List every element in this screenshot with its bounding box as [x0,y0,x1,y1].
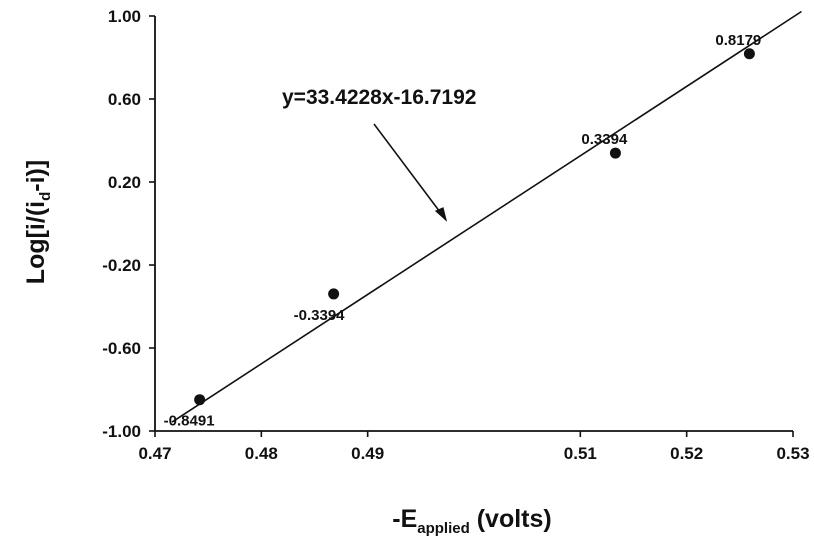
x-axis: 0.47 0.48 0.49 0.51 0.52 0.53 [138,430,810,463]
y-axis-title-end: -i)] [22,160,50,192]
x-tick-label: 0.51 [564,444,597,463]
data-point-label: 0.8179 [715,32,761,49]
y-axis-title-subscript: d [37,192,54,201]
data-point-label: -0.8491 [164,413,215,430]
y-axis-title-main: Log[i/(i [22,201,50,284]
y-tick-label: 0.20 [108,173,141,192]
data-point-label: 0.3394 [581,131,628,148]
x-axis-title: -Eapplied (volts) [392,505,551,537]
data-points: -0.8491 -0.3394 0.3394 0.8179 [164,32,762,430]
data-point-label: -0.3394 [294,307,346,324]
x-tick-label: 0.53 [776,444,809,463]
y-tick-label: 0.60 [108,90,141,109]
x-axis-title-end: (volts) [470,505,552,533]
y-tick-label: -0.60 [102,339,141,358]
y-axis: 1.00 0.60 0.20 -0.20 -0.60 -1.00 [102,7,156,441]
x-axis-title-subscript: applied [417,520,470,537]
equation-annotation: y=33.4228x-16.7192 [282,86,476,222]
y-tick-label: -1.00 [102,422,141,441]
x-tick-label: 0.47 [138,444,171,463]
y-axis-title: Log[i/(id-i)] [22,160,54,284]
x-tick-label: 0.48 [245,444,278,463]
y-tick-label: 1.00 [108,7,141,26]
equation-arrow-shaft [373,123,447,221]
data-point [743,48,755,60]
data-point [609,147,621,159]
data-point [328,288,340,300]
fit-line [171,10,802,423]
x-tick-label: 0.49 [351,444,384,463]
x-axis-title-main: -E [392,505,417,533]
data-point [194,394,206,406]
fit-line-layer [171,10,802,423]
x-tick-label: 0.52 [670,444,703,463]
y-tick-label: -0.20 [102,256,141,275]
equation-arrow-head [434,207,448,222]
equation-label: y=33.4228x-16.7192 [282,86,476,109]
